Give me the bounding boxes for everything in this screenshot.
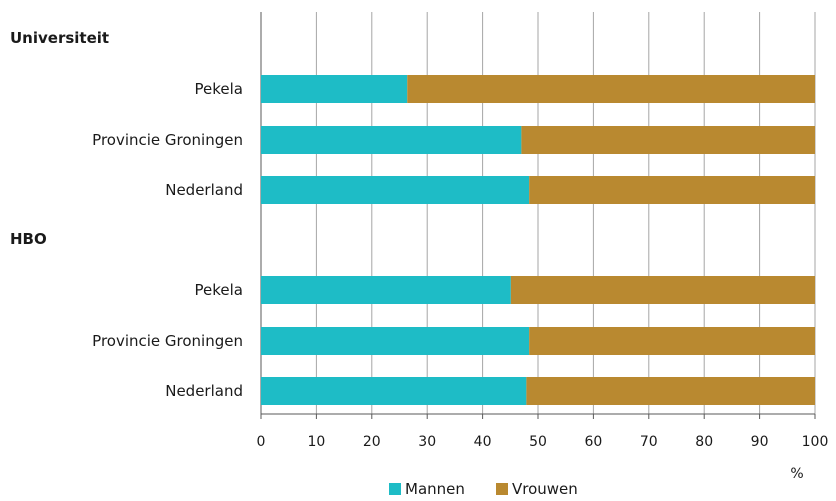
x-tick-label: 80 — [695, 434, 713, 450]
x-tick-label: 20 — [363, 434, 381, 450]
legend-label-mannen: Mannen — [405, 480, 465, 498]
bar-segment-vrouwen — [510, 276, 815, 304]
legend-label-vrouwen: Vrouwen — [512, 480, 578, 498]
bar-segment-vrouwen — [529, 176, 815, 204]
bar-segment-vrouwen — [526, 377, 815, 405]
bar-segment-vrouwen — [529, 327, 815, 355]
group-label: HBO — [10, 230, 47, 248]
x-tick-label: 100 — [802, 434, 829, 450]
bar-segment-mannen — [261, 176, 530, 204]
bar-segment-mannen — [261, 126, 522, 154]
category-label: Nederland — [165, 181, 243, 199]
x-tick-label: 60 — [584, 434, 602, 450]
bar-segment-mannen — [261, 276, 511, 304]
x-tick-label: 30 — [418, 434, 436, 450]
x-tick-label: 90 — [751, 434, 769, 450]
x-tick-label: 10 — [307, 434, 325, 450]
bar-segment-mannen — [261, 377, 527, 405]
legend-swatch-vrouwen — [496, 483, 508, 495]
x-tick-label: 40 — [474, 434, 492, 450]
x-tick-label: 70 — [640, 434, 658, 450]
legend-swatch-mannen — [389, 483, 401, 495]
group-label: Universiteit — [10, 29, 109, 47]
category-label: Provincie Groningen — [92, 131, 243, 149]
category-label: Pekela — [195, 281, 243, 299]
bar-segment-mannen — [261, 75, 408, 103]
x-tick-label: 50 — [529, 434, 547, 450]
category-label: Provincie Groningen — [92, 332, 243, 350]
category-label: Nederland — [165, 382, 243, 400]
bar-segment-vrouwen — [521, 126, 815, 154]
category-label: Pekela — [195, 80, 243, 98]
x-tick-label: 0 — [257, 434, 266, 450]
bar-segment-vrouwen — [407, 75, 815, 103]
x-axis-unit: % — [790, 466, 803, 482]
bar-segment-mannen — [261, 327, 530, 355]
